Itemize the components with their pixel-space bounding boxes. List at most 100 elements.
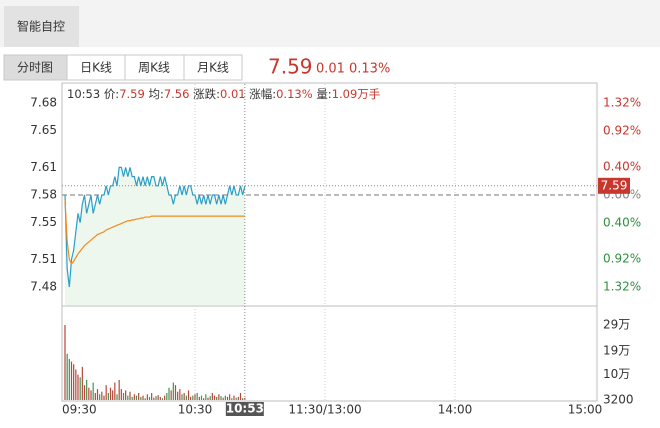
volume-bar [200,395,203,400]
y-tick-label: 7.55 [30,215,57,229]
volume-bar [127,395,129,400]
y-tick-label: 7.48 [30,280,57,294]
volume-bar [179,389,181,400]
info-value: 7.56 [164,87,190,101]
quote-change: 0.01 [316,62,345,77]
tab-label[interactable]: 智能自控 [17,19,65,34]
volume-bar [237,396,239,400]
volume-bar [177,391,179,400]
info-line: 10:53 价:7.59 均:7.56 涨跌:0.01 涨幅:0.13% 量:1… [67,87,380,101]
volume-bar [90,390,92,400]
volume-bar [231,398,233,400]
volume-bar [101,391,103,400]
y-tick-label: 7.65 [30,123,57,137]
volume-bar [96,389,99,400]
tab[interactable] [4,6,79,47]
volume-tick-label: 19万 [603,344,630,358]
volume-bar [144,398,146,400]
y-tick-label: 7.68 [30,96,57,110]
volume-bar [79,377,81,400]
volume-bar [77,374,79,400]
volume-bar [88,387,90,400]
y2-tick-label: 1.32% [603,96,641,110]
info-label: 量: [316,87,331,101]
view-tab-label[interactable]: 分时图 [17,61,53,75]
volume-bar [68,358,70,400]
average-line [64,199,245,266]
volume-bar [125,390,127,400]
view-tab[interactable] [3,54,68,81]
volume-bar [138,392,140,400]
volume-bar [166,392,168,400]
y2-tick-label: 0.40% [603,215,641,229]
info-label: 涨幅: [249,87,276,101]
volume-bar [135,395,138,400]
volume-bar [168,387,170,400]
volume-bar [174,385,177,400]
y-tick-label: 7.61 [30,160,57,174]
volume-bar [235,397,237,400]
volume-bar [172,382,174,400]
volume-bar [209,396,211,400]
volume-tick-label: 3200 [603,393,634,407]
volume-bar [83,385,86,400]
view-tab[interactable] [66,54,126,81]
volume-bar [213,395,216,400]
view-tab-label[interactable]: 周K线 [138,61,170,75]
info-label: 均: [148,87,163,101]
volume-bar [203,398,205,400]
volume-bar [190,396,192,400]
info-value: 1.09万手 [332,87,381,101]
volume-bar [120,389,122,400]
volume-bar [151,392,153,400]
volume-bar [194,394,196,400]
volume-tick-label: 10万 [603,367,630,381]
volume-bar [187,390,190,400]
volume-bar [109,387,112,400]
volume-bar [114,382,116,400]
volume-bar [94,392,96,400]
view-tab-label[interactable]: 日K线 [80,61,112,75]
price-tag-label: 7.59 [601,178,628,192]
info-label: 价: [104,87,119,101]
volume-bar [222,397,224,400]
volume-bar [64,324,66,400]
volume-bar [196,392,198,400]
volume-bar [122,392,125,400]
volume-bar [185,395,187,400]
info-value: 0.13% [276,87,313,101]
view-tab[interactable] [124,54,185,81]
volume-bar [242,398,244,400]
quote-change-pct: 0.13% [349,62,390,77]
info-label: 涨跌: [193,87,220,101]
volume-bar [148,396,151,400]
volume-bar [211,392,213,400]
volume-bar [70,361,73,400]
y2-tick-label: 0.92% [603,252,641,266]
volume-bar [164,395,166,400]
volume-bar [112,390,114,400]
volume-bar [205,394,207,400]
time-tag-label: 10:53 [226,402,264,416]
volume-bar [86,379,88,400]
x-tick-label: 10:30 [178,403,213,417]
volume-bar [183,392,185,400]
volume-bar [146,394,148,400]
x-tick-label: 15:00 [568,403,603,417]
volume-bar [142,395,144,400]
volume-bar [226,396,229,400]
volume-bar [233,395,235,400]
view-tab[interactable] [183,54,243,81]
volume-bar [116,394,118,400]
volume-bar [105,385,107,400]
volume-bar [118,379,120,400]
view-tab-label[interactable]: 月K线 [197,61,229,75]
volume-bar [239,392,242,400]
quote-price: 7.59 [268,55,313,79]
volume-bar [81,366,83,400]
volume-bar [66,353,68,400]
volume-bar [159,396,161,400]
volume-tick-label: 29万 [603,317,630,331]
volume-bar [170,390,172,400]
